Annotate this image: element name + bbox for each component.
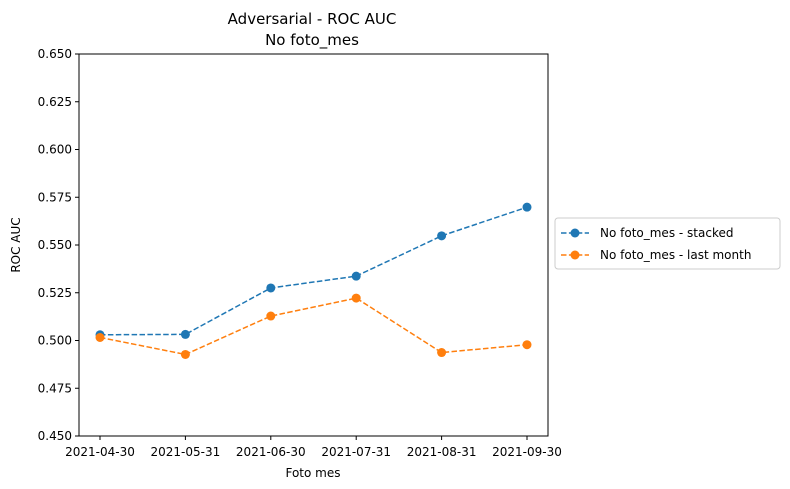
y-tick-label: 0.450 <box>38 429 72 443</box>
data-point <box>351 293 361 303</box>
plot-area <box>78 53 549 437</box>
x-axis: 2021-04-30 2021-05-31 2021-06-30 2021-07-31… <box>65 436 562 459</box>
data-point <box>180 329 190 339</box>
data-point <box>437 231 447 241</box>
y-tick-label: 0.575 <box>38 190 72 204</box>
data-point <box>180 349 190 359</box>
data-point <box>266 283 276 293</box>
data-point <box>266 311 276 321</box>
y-tick-label: 0.500 <box>38 334 72 348</box>
x-tick-label: 2021-06-30 <box>236 445 306 459</box>
legend-label: No foto_mes - last month <box>600 248 751 262</box>
x-tick-label: 2021-07-31 <box>321 445 391 459</box>
legend: No foto_mes - stacked No foto_mes - last … <box>554 217 781 270</box>
legend-marker <box>570 228 580 238</box>
y-tick-label: 0.600 <box>38 143 72 157</box>
y-tick-label: 0.525 <box>38 286 72 300</box>
legend-marker <box>570 250 580 260</box>
legend-box <box>554 217 781 270</box>
x-tick-label: 2021-05-31 <box>151 445 221 459</box>
x-tick-label: 2021-09-30 <box>492 445 562 459</box>
x-tick-label: 2021-04-30 <box>65 445 135 459</box>
x-axis-label: Foto mes <box>285 466 340 480</box>
data-point <box>95 332 105 342</box>
series-lines <box>95 202 532 359</box>
data-point <box>522 202 532 212</box>
y-tick-label: 0.650 <box>38 47 72 61</box>
x-tick-label: 2021-08-31 <box>407 445 477 459</box>
y-tick-label: 0.625 <box>38 95 72 109</box>
data-point <box>351 271 361 281</box>
data-point <box>522 340 532 350</box>
data-point <box>437 348 447 358</box>
y-tick-label: 0.550 <box>38 238 72 252</box>
legend-label: No foto_mes - stacked <box>600 226 733 240</box>
series-line-1 <box>99 206 528 336</box>
series-line-2 <box>99 297 528 356</box>
y-axis-label: ROC AUC <box>9 217 23 272</box>
y-axis: 0.450 0.475 0.500 0.525 0.550 0.575 0.600 0.625… <box>38 47 79 443</box>
chart-title: Adversarial - ROC AUC <box>228 10 397 28</box>
y-tick-label: 0.475 <box>38 381 72 395</box>
chart-subtitle: No foto_mes <box>265 31 359 50</box>
